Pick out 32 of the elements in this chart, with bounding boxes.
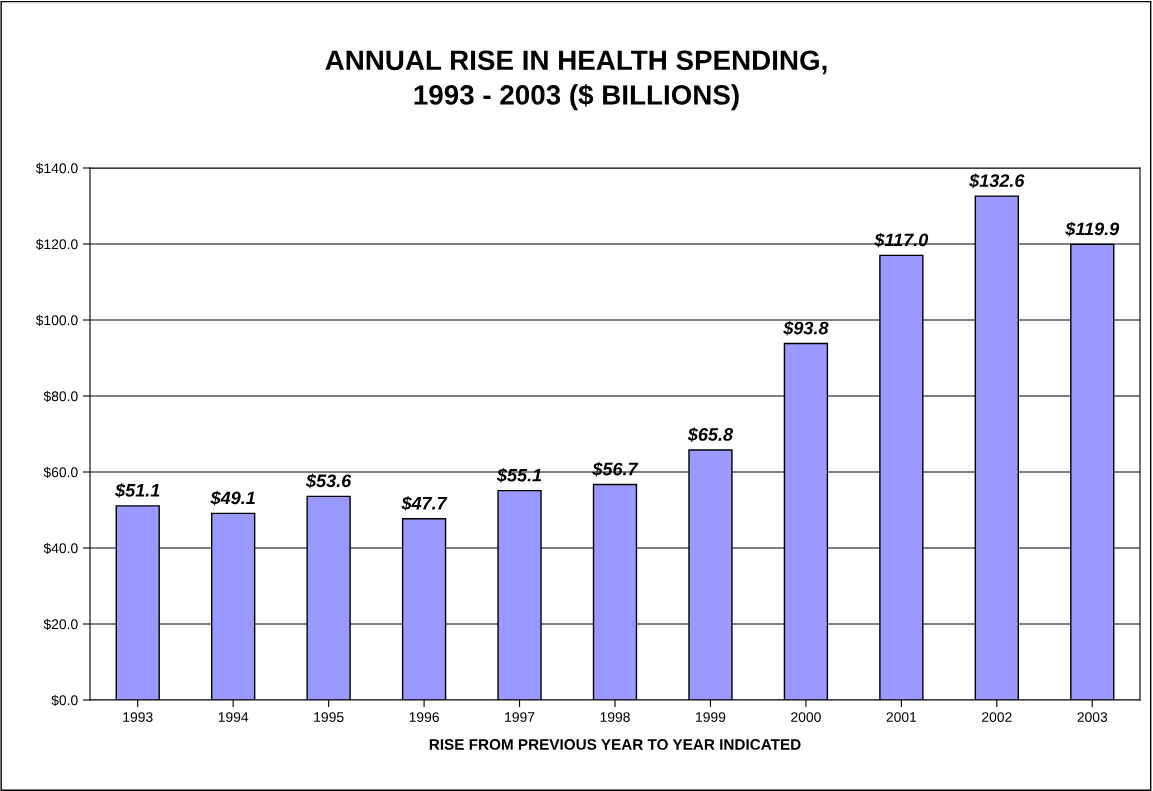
x-tick-label: 1995 (314, 712, 344, 723)
data-label: $53.6 (305, 473, 352, 489)
y-tick-label: $20.0 (43, 618, 78, 630)
chart-title: ANNUAL RISE IN HEALTH SPENDING, 1993 - 2003 ($ BILLIONS) (325, 50, 827, 111)
y-tick-label: $140.0 (35, 162, 78, 174)
data-label: $93.8 (783, 320, 829, 336)
data-label: $51.1 (115, 483, 160, 498)
y-tick-label: $0.0 (51, 694, 78, 706)
x-tick-label: 2000 (791, 712, 821, 723)
x-tick-label: 1994 (218, 712, 249, 723)
data-label: $56.7 (592, 461, 639, 477)
data-label: $119.9 (1065, 221, 1120, 237)
y-tick-label: $120.0 (35, 238, 78, 250)
y-tick-label: $40.0 (43, 542, 78, 554)
data-label: $65.8 (687, 427, 734, 442)
data-label: $55.1 (496, 467, 542, 483)
x-axis-title: RISE FROM PREVIOUS YEAR TO YEAR INDICATED (429, 739, 801, 750)
x-tick-label: 2001 (886, 712, 917, 723)
y-tick-label: $80.0 (43, 390, 78, 402)
data-label: $47.7 (401, 496, 448, 511)
y-tick-label: $60.0 (43, 466, 78, 478)
x-tick-label: 1996 (409, 712, 439, 723)
data-label: $117.0 (874, 232, 929, 248)
x-tick-label: 2002 (982, 712, 1012, 723)
data-label: $49.1 (210, 490, 255, 506)
y-tick-label: $100.0 (35, 314, 78, 326)
x-tick-label: 2003 (1077, 712, 1108, 723)
x-tick-label: 1993 (123, 712, 153, 723)
x-tick-label: 1999 (696, 712, 726, 723)
data-label: $132.6 (969, 173, 1025, 189)
x-tick-label: 1997 (505, 712, 535, 723)
x-tick-label: 1998 (600, 712, 630, 723)
